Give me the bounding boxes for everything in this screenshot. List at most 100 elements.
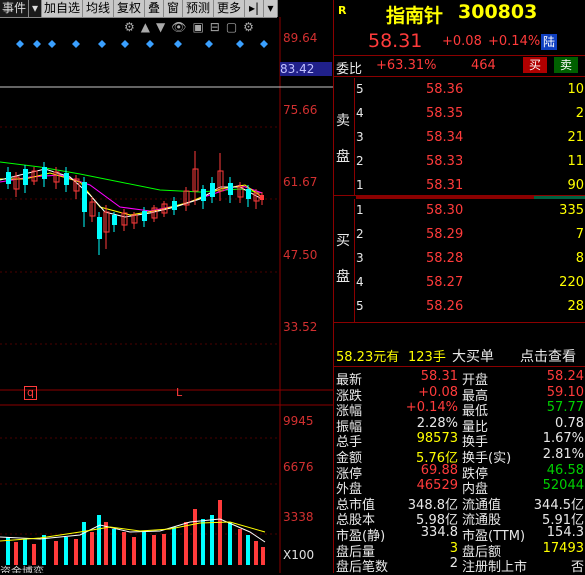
quote-label: 总手 xyxy=(336,435,363,451)
quote-value: 334.8 xyxy=(420,525,458,540)
quote-value: 98573 xyxy=(416,431,458,447)
sell-level-number: 4 xyxy=(356,106,364,120)
quote-label: 最高 xyxy=(462,388,489,404)
quote-label: 跌停 xyxy=(462,466,489,482)
quote-label: 换手(实) xyxy=(462,451,512,466)
quote-label: 最低 xyxy=(462,404,489,420)
volume-bars xyxy=(6,500,265,565)
quote-value: 5.76亿 xyxy=(416,451,458,466)
quote-label: 流通值 xyxy=(462,497,502,513)
buy-level-volume: 28 xyxy=(567,299,584,314)
quote-label: 注册制上市 xyxy=(462,560,528,575)
buy-level-volume: 220 xyxy=(559,275,584,290)
price-change: +0.08 xyxy=(442,34,482,49)
weibi-ratio: +63.31% xyxy=(376,58,437,73)
sell-level-price[interactable]: 58.31 xyxy=(426,178,464,193)
quote-value: 2.81% xyxy=(542,447,584,462)
quote-value: 52044 xyxy=(542,478,584,494)
toolbar-expand-icon[interactable]: ▸| xyxy=(245,0,264,17)
kline-chart[interactable]: 89.64 83.42 75.66 61.67 47.50 33.52 9945… xyxy=(0,17,333,573)
chart-tool-icons[interactable]: ⚙▲▼👁▣⊟▢⚙ xyxy=(124,20,260,34)
sell-level-price[interactable]: 58.36 xyxy=(426,82,464,97)
quote-label: 金额 xyxy=(336,451,363,466)
quote-label: 流通股 xyxy=(462,513,502,529)
toolbar-dropdown-icon[interactable]: ▾ xyxy=(264,0,278,17)
buy-level-price[interactable]: 58.30 xyxy=(426,203,464,218)
price-axis-label: 89.64 xyxy=(283,31,318,45)
quote-value: 5.98亿 xyxy=(416,513,458,529)
quote-label: 量比 xyxy=(462,419,489,435)
buy-level-price[interactable]: 58.29 xyxy=(426,227,464,242)
last-price: 58.31 xyxy=(368,30,423,52)
price-axis-label: 75.66 xyxy=(283,103,318,117)
big-order-link[interactable]: 点击查看 xyxy=(520,349,576,365)
buy-side-label: 买 xyxy=(336,233,350,249)
buy-button[interactable]: 买 xyxy=(523,57,547,73)
quote-label: 开盘 xyxy=(462,373,489,388)
big-order-qty: 123手 xyxy=(408,350,446,365)
sell-button[interactable]: 卖 xyxy=(554,57,578,73)
marker-q[interactable]: q xyxy=(24,386,37,400)
quote-label: 市盈(静) xyxy=(336,529,386,544)
quote-value: +0.14% xyxy=(405,400,458,416)
sell-level-price[interactable]: 58.34 xyxy=(426,130,464,145)
marker-l[interactable]: L xyxy=(176,386,183,399)
quote-label: 市盈(TTM) xyxy=(462,529,526,544)
event-markers xyxy=(16,40,268,48)
toolbar-events[interactable]: 事件 xyxy=(0,0,29,17)
sell-level-price[interactable]: 58.35 xyxy=(426,106,464,121)
toolbar-overlay[interactable]: 叠 xyxy=(145,0,164,17)
sell-level-volume: 21 xyxy=(567,130,584,145)
bottom-tab-fund-game[interactable]: 资金博弈 xyxy=(0,565,44,573)
quote-label: 外盘 xyxy=(336,482,363,498)
quote-value: 0.78 xyxy=(555,415,584,431)
weibi-label: 委比 xyxy=(336,62,363,77)
volume-unit-label: X100 xyxy=(283,548,315,562)
quote-value: 69.88 xyxy=(420,462,458,478)
sell-side-label: 卖 xyxy=(336,113,350,129)
quote-label: 涨跌 xyxy=(336,388,363,404)
buy-level-price[interactable]: 58.26 xyxy=(426,299,464,314)
price-axis-label: 61.67 xyxy=(283,175,318,189)
price-change-pct: +0.14% xyxy=(488,34,541,49)
candlesticks xyxy=(6,151,264,255)
volume-axis-label: 9945 xyxy=(283,414,314,428)
sell-level-number: 5 xyxy=(356,82,364,96)
buy-level-price[interactable]: 58.28 xyxy=(426,251,464,266)
quote-value: 46.58 xyxy=(546,462,584,478)
toolbar-adjust[interactable]: 复权 xyxy=(114,0,145,17)
events-dropdown-icon[interactable]: ▾ xyxy=(29,0,42,17)
big-order-label: 大买单 xyxy=(452,349,494,365)
quote-label: 总股本 xyxy=(336,513,376,529)
quote-value: 2 xyxy=(449,556,458,572)
quote-value: +0.08 xyxy=(418,384,458,400)
toolbar-more[interactable]: 更多 xyxy=(214,0,245,17)
depth-bar-sell xyxy=(356,196,585,199)
sell-level-volume: 10 xyxy=(567,82,584,97)
buy-level-price[interactable]: 58.27 xyxy=(426,275,464,290)
toolbar-forecast[interactable]: 预测 xyxy=(183,0,214,17)
quote-value: 57.77 xyxy=(546,400,584,416)
flag-icon: R xyxy=(338,4,347,17)
sell-level-number: 1 xyxy=(356,178,364,192)
quote-value: 1.67% xyxy=(542,431,584,447)
sell-level-number: 2 xyxy=(356,154,364,168)
buy-level-number: 2 xyxy=(356,227,364,241)
toolbar-window[interactable]: 窗 xyxy=(164,0,183,17)
buy-level-number: 3 xyxy=(356,251,364,265)
toolbar-moving-average[interactable]: 均线 xyxy=(83,0,114,17)
quote-value: 5.91亿 xyxy=(542,513,584,529)
quote-panel: R 指南针 300803 58.31 +0.08 +0.14% 陆 委比 +63… xyxy=(333,0,585,575)
price-axis-current: 83.42 xyxy=(280,62,332,76)
price-axis-label: 33.52 xyxy=(283,320,318,334)
sell-level-price[interactable]: 58.33 xyxy=(426,154,464,169)
quote-label: 涨停 xyxy=(336,466,363,482)
toolbar-add-favorite[interactable]: 加自选 xyxy=(42,0,83,17)
quote-label: 盘后量 xyxy=(336,544,376,560)
buy-level-volume: 7 xyxy=(575,227,584,242)
quote-label: 振幅 xyxy=(336,419,363,435)
weibi-diff: 464 xyxy=(471,58,496,73)
quote-label: 涨幅 xyxy=(336,404,363,420)
quote-value: 3 xyxy=(449,540,458,556)
quote-value: 2.28% xyxy=(416,415,458,431)
